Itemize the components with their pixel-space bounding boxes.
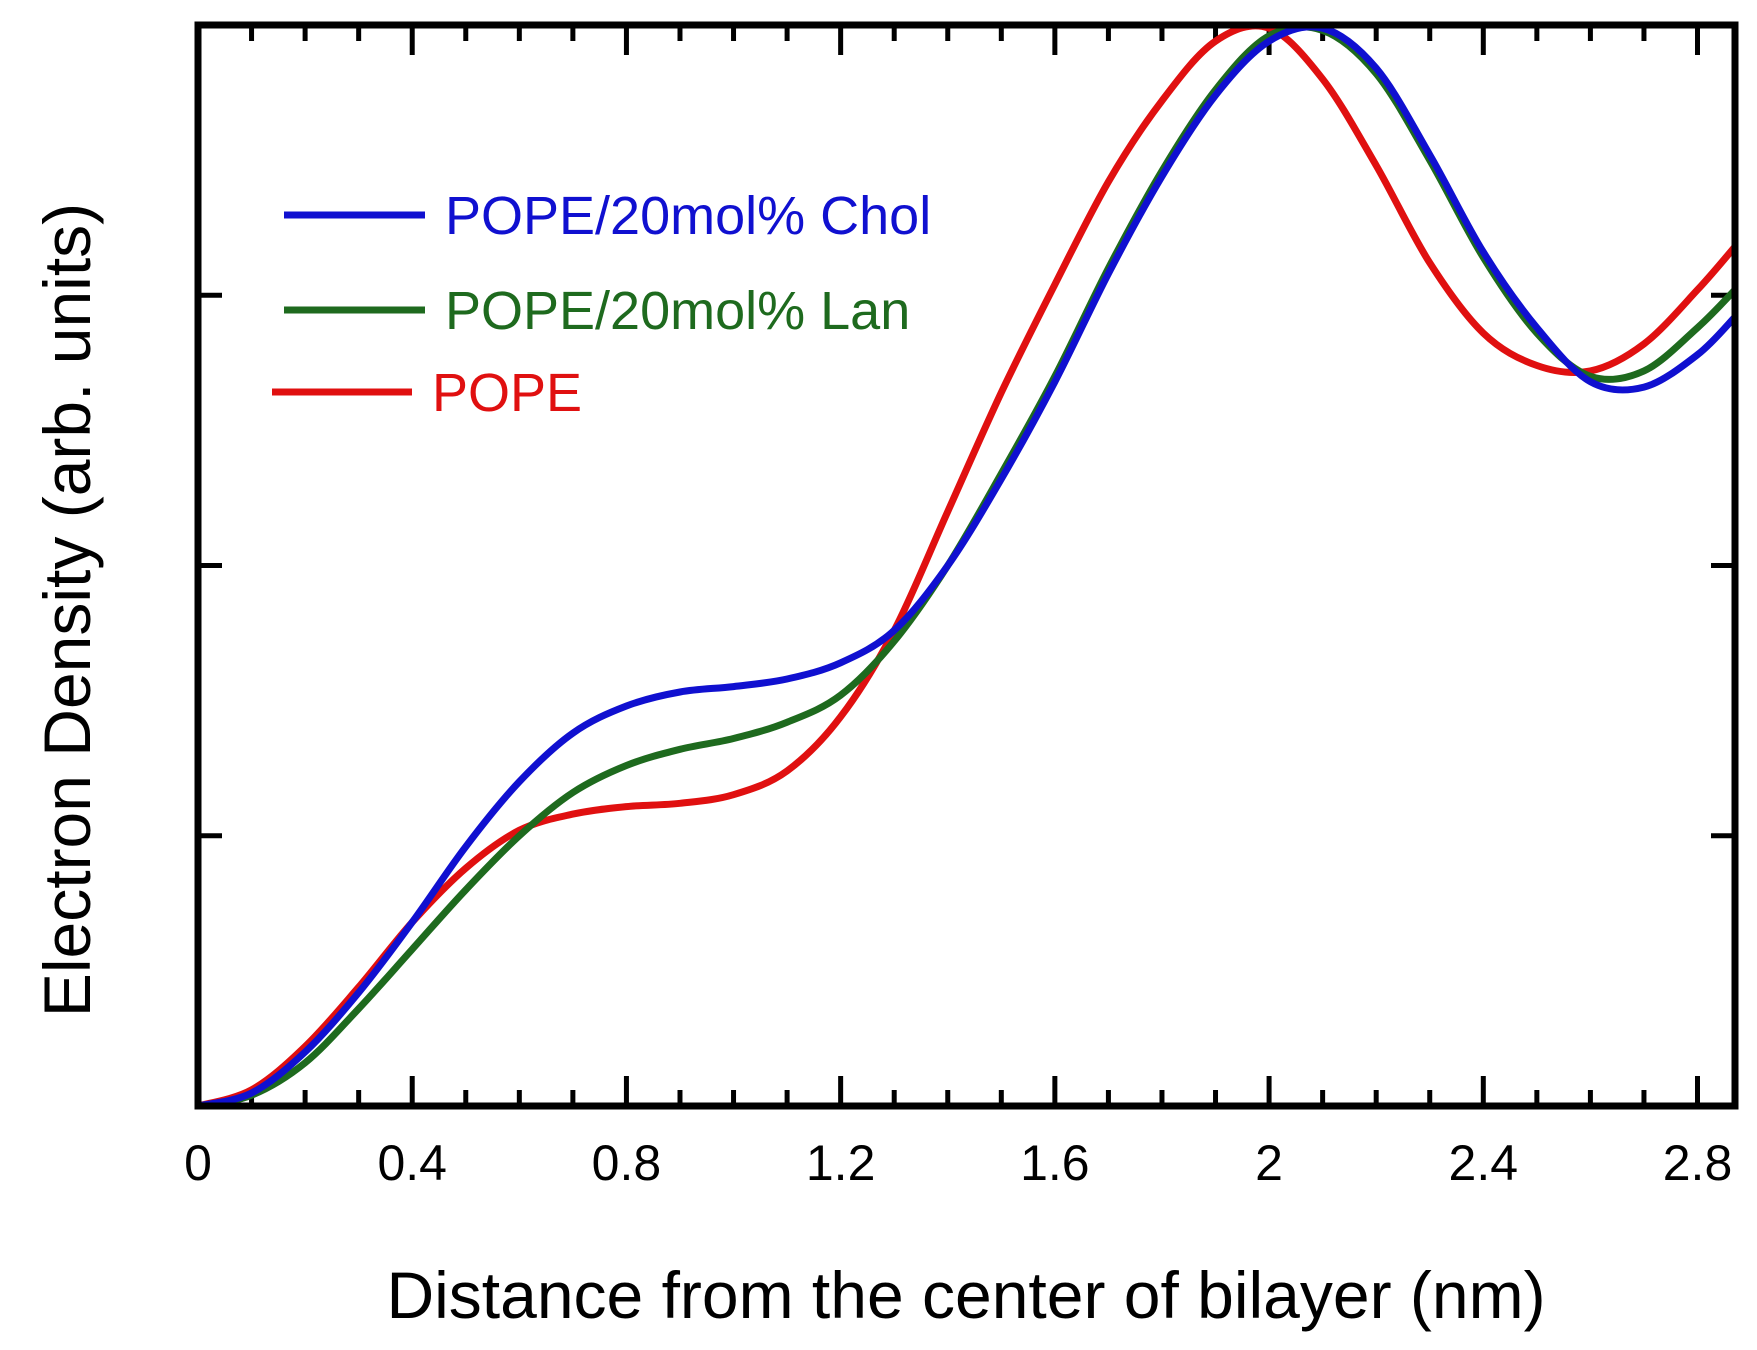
plot-frame	[194, 21, 1739, 1110]
series-line-pope-20mol-chol	[194, 23, 1739, 1110]
y-axis-title: Electron Density (arb. units)	[30, 203, 104, 1017]
x-tick-label: 2.8	[1663, 1135, 1733, 1191]
x-tick-label: 1.2	[806, 1135, 876, 1191]
legend-label: POPE/20mol% Lan	[445, 281, 910, 341]
x-tick-labels: 0 0.4 0.8 1.2 1.6 2 2.4 2.8	[184, 1135, 1732, 1191]
x-tick-label: 0.4	[377, 1135, 447, 1191]
axis-ticks	[195, 22, 1735, 1106]
legend-label: POPE/20mol% Chol	[445, 186, 931, 246]
legend-label: POPE	[432, 363, 582, 423]
x-tick-label: 0	[184, 1135, 212, 1191]
legend: POPE/20mol% Chol POPE/20mol% Lan POPE	[272, 186, 931, 423]
x-tick-label: 2.4	[1449, 1135, 1519, 1191]
series-line-pope-20mol-lan	[194, 23, 1739, 1110]
x-tick-label: 2	[1255, 1135, 1283, 1191]
series-lines	[194, 22, 1739, 1110]
x-tick-label: 1.6	[1020, 1135, 1090, 1191]
x-axis-title: Distance from the center of bilayer (nm)	[386, 1258, 1545, 1332]
x-tick-label: 0.8	[592, 1135, 662, 1191]
series-line-pope	[194, 22, 1739, 1110]
